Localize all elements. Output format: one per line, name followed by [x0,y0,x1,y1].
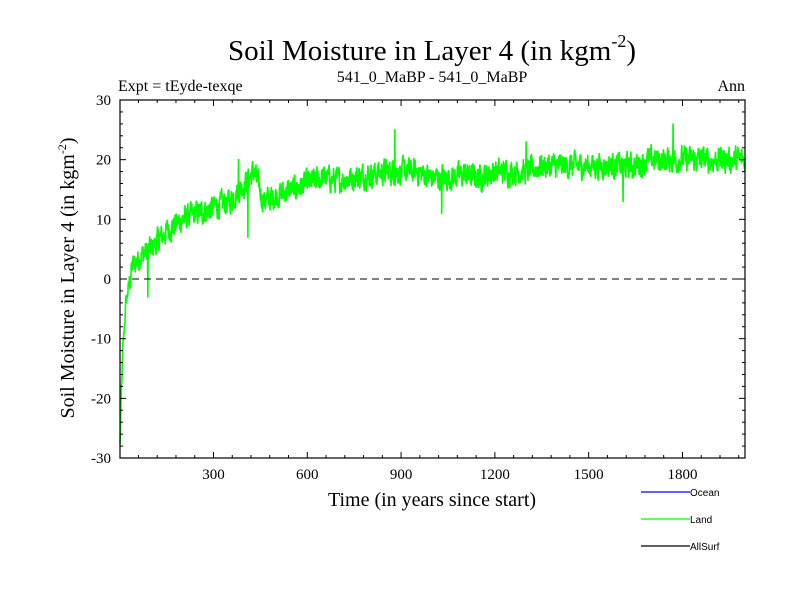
chart-title: Soil Moisture in Layer 4 (in kgm-2) [228,31,636,67]
y-axis-label-close: ) [57,137,79,144]
y-axis-label: Soil Moisture in Layer 4 (in kgm-2) [55,137,79,418]
subtitle-right: Ann [717,78,745,95]
y-tick-label: 20 [96,153,111,169]
series-line-land [119,123,746,445]
y-tick-label: -10 [91,332,111,348]
x-tick-label: 1800 [667,467,697,483]
y-tick-label: 10 [96,212,111,228]
subtitle-center: 541_0_MaBP - 541_0_MaBP [337,69,528,86]
legend-label-ocean: Ocean [690,488,719,499]
y-tick-label: 0 [104,272,112,288]
y-axis-label-sup: -2 [55,144,69,154]
series-layer [119,123,746,445]
axis-ticks: -30 -20 -10 0 10 20 30 300 600 900 1200 1500 1800 [91,93,745,483]
x-tick-label: 300 [202,467,225,483]
x-axis-label: Time (in years since start) [328,489,536,511]
x-tick-label: 900 [390,467,413,483]
x-tick-label: 1200 [480,467,510,483]
y-axis-label-text: Soil Moisture in Layer 4 (in kgm [57,154,79,419]
y-tick-label: 30 [96,93,111,109]
y-tick-label: -20 [91,391,111,407]
x-tick-label: 1500 [574,467,604,483]
chart-title-sup: -2 [611,31,626,51]
legend: Ocean Land AllSurf [641,488,720,553]
subtitle-left: Expt = tEyde-texqe [118,78,243,95]
y-tick-label: -30 [91,451,111,467]
chart-title-close: ) [626,35,636,67]
chart-title-text: Soil Moisture in Layer 4 (in kgm [228,35,612,67]
x-tick-label: 600 [296,467,319,483]
legend-label-land: Land [690,515,712,526]
legend-label-allsurf: AllSurf [690,542,720,553]
